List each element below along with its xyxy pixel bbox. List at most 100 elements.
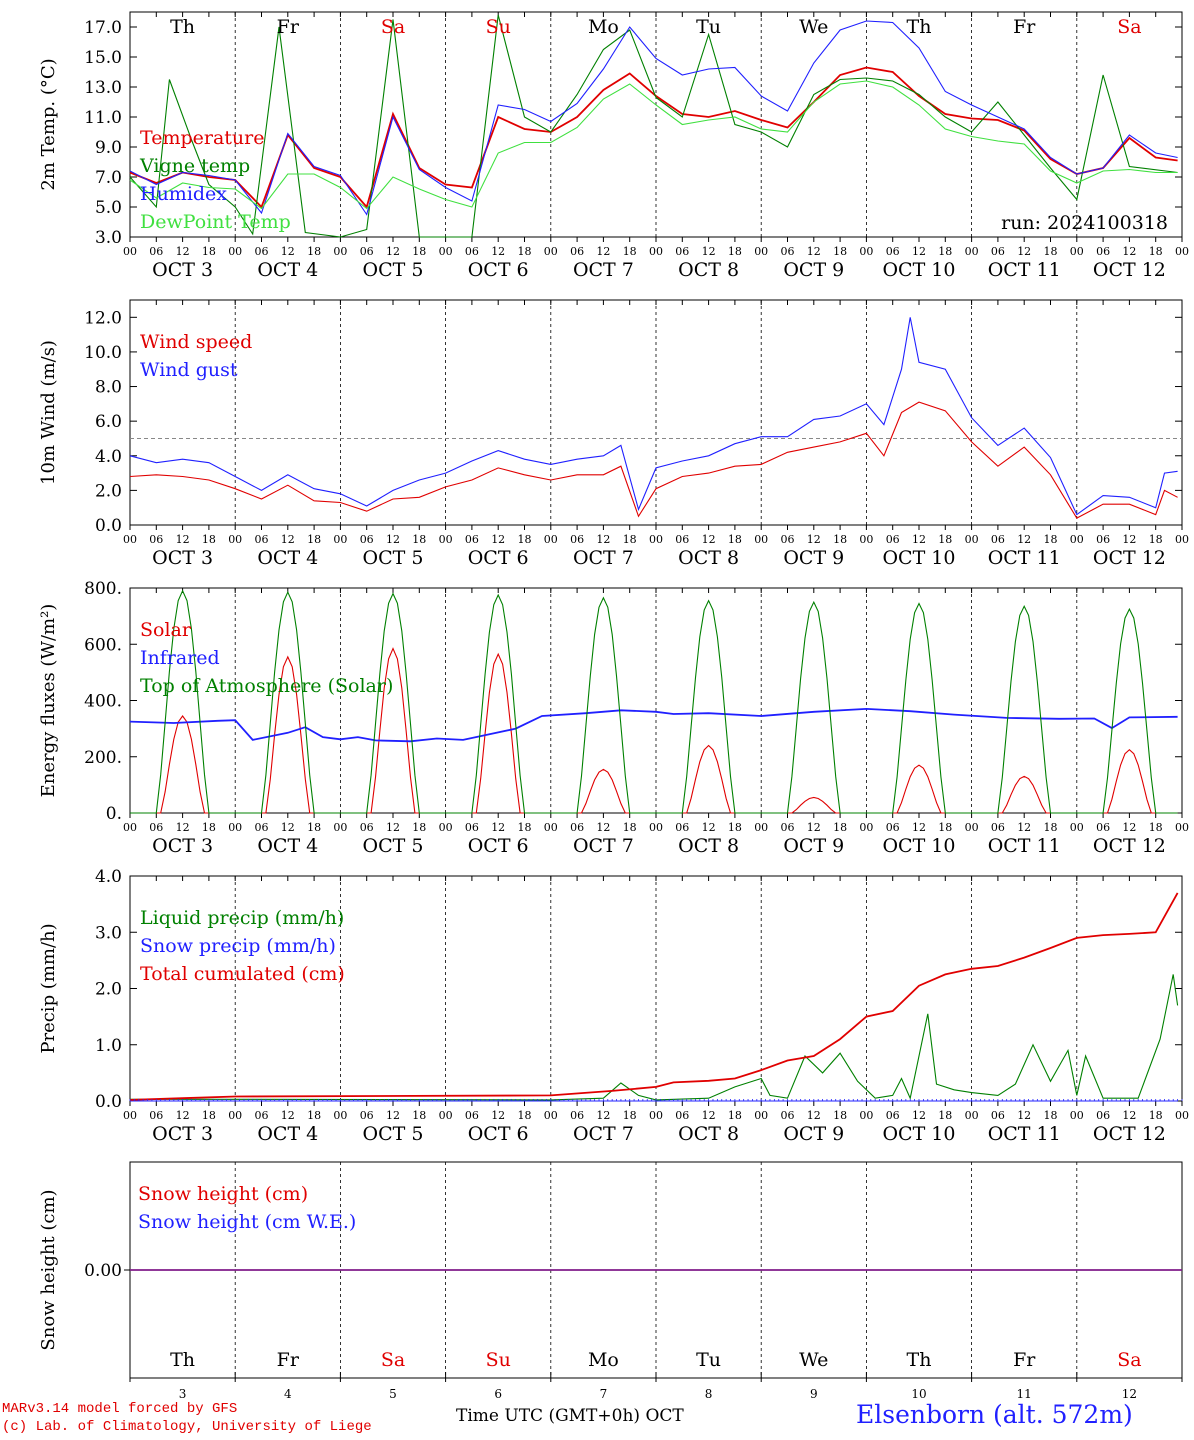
hour-tick-label: 06 xyxy=(465,533,479,546)
date-label: OCT 5 xyxy=(363,259,424,281)
hour-tick-label: 00 xyxy=(228,245,242,258)
hour-tick-label: 06 xyxy=(1096,245,1110,258)
hour-tick-label: 00 xyxy=(1175,821,1189,834)
hour-tick-label: 06 xyxy=(149,245,163,258)
date-label: OCT 12 xyxy=(1093,547,1166,569)
hour-tick-label: 12 xyxy=(491,1109,505,1122)
plot-frame xyxy=(129,587,1183,814)
hour-tick-label: 12 xyxy=(281,821,295,834)
series-line-wind-speed xyxy=(129,401,1178,519)
date-label: OCT 9 xyxy=(783,547,844,569)
hour-tick-label: 06 xyxy=(991,1109,1005,1122)
hour-tick-label: 18 xyxy=(623,1109,637,1122)
hour-tick-label: 12 xyxy=(912,533,926,546)
copyright-credit: (c) Lab. of Climatology, University of L… xyxy=(2,1419,372,1435)
day-name: Sa xyxy=(1117,1349,1141,1371)
hour-tick-label: 00 xyxy=(544,1109,558,1122)
date-label: OCT 3 xyxy=(152,547,213,569)
day-name: Th xyxy=(907,1349,932,1371)
y-tick-label: 2.0 xyxy=(95,980,122,1000)
date-label: OCT 6 xyxy=(468,1123,529,1145)
y-axis-label: Precip (mm/h) xyxy=(38,923,59,1053)
date-label: OCT 10 xyxy=(882,835,955,857)
day-number: 8 xyxy=(705,1387,713,1400)
hour-tick-label: 12 xyxy=(702,1109,716,1122)
date-label: OCT 7 xyxy=(573,1123,634,1145)
y-axis-label: 10m Wind (m/s) xyxy=(38,340,59,485)
y-tick-label: 0.00 xyxy=(84,1261,122,1281)
hour-tick-label: 00 xyxy=(333,1109,347,1122)
hour-tick-label: 00 xyxy=(1070,245,1084,258)
hour-tick-label: 00 xyxy=(544,821,558,834)
hour-tick-label: 06 xyxy=(149,533,163,546)
date-label: OCT 3 xyxy=(152,1123,213,1145)
hour-tick-label: 18 xyxy=(1044,821,1058,834)
hour-tick-label: 18 xyxy=(307,1109,321,1122)
hour-tick-label: 18 xyxy=(307,533,321,546)
day-number: 7 xyxy=(600,1387,608,1400)
hour-tick-label: 00 xyxy=(123,245,137,258)
date-label: OCT 12 xyxy=(1093,259,1166,281)
hour-tick-label: 00 xyxy=(649,245,663,258)
hour-tick-label: 12 xyxy=(491,821,505,834)
hour-tick-label: 12 xyxy=(1017,1109,1031,1122)
hour-tick-label: 18 xyxy=(728,533,742,546)
station-name: Elsenborn (alt. 572m) xyxy=(856,1400,1133,1429)
hour-tick-label: 06 xyxy=(781,533,795,546)
y-tick-label: 3.0 xyxy=(95,923,122,943)
date-label: OCT 4 xyxy=(257,835,318,857)
date-label: OCT 7 xyxy=(573,259,634,281)
hour-tick-label: 12 xyxy=(491,245,505,258)
day-name: Th xyxy=(170,1349,195,1371)
date-label: OCT 12 xyxy=(1093,1123,1166,1145)
hour-tick-label: 00 xyxy=(754,1109,768,1122)
hour-tick-label: 18 xyxy=(412,533,426,546)
y-tick-label: 400. xyxy=(84,692,122,712)
hour-tick-label: 00 xyxy=(965,821,979,834)
day-name: Mo xyxy=(588,1349,619,1371)
date-label: OCT 6 xyxy=(468,259,529,281)
hour-tick-label: 00 xyxy=(1070,1109,1084,1122)
hour-tick-label: 06 xyxy=(781,1109,795,1122)
hour-tick-label: 00 xyxy=(649,533,663,546)
y-tick-label: 6.0 xyxy=(95,412,122,432)
hour-tick-label: 12 xyxy=(386,533,400,546)
hour-tick-label: 12 xyxy=(176,245,190,258)
hour-tick-label: 06 xyxy=(1096,1109,1110,1122)
legend-entry: Humidex xyxy=(140,183,227,205)
y-tick-label: 9.0 xyxy=(95,138,122,158)
hour-tick-label: 06 xyxy=(675,533,689,546)
legend-entry: Wind gust xyxy=(140,359,238,381)
date-label: OCT 8 xyxy=(678,547,739,569)
legend-entry: Infrared xyxy=(140,647,220,669)
hour-tick-label: 18 xyxy=(1149,533,1163,546)
hour-tick-label: 12 xyxy=(1122,821,1136,834)
legend-entry: Snow precip (mm/h) xyxy=(140,935,336,957)
hour-tick-label: 12 xyxy=(1017,821,1031,834)
date-label: OCT 4 xyxy=(257,1123,318,1145)
hour-tick-label: 12 xyxy=(1122,245,1136,258)
hour-tick-label: 12 xyxy=(281,533,295,546)
time-axis-label: Time UTC (GMT+0h) OCT xyxy=(456,1406,684,1426)
y-tick-label: 11.0 xyxy=(84,108,122,128)
hour-tick-label: 12 xyxy=(807,1109,821,1122)
hour-tick-label: 06 xyxy=(675,821,689,834)
day-name: We xyxy=(799,16,828,38)
y-tick-label: 800. xyxy=(84,579,122,599)
y-tick-label: 1.0 xyxy=(95,1036,122,1056)
legend-entry: Top of Atmosphere (Solar) xyxy=(140,675,393,697)
hour-tick-label: 18 xyxy=(833,1109,847,1122)
hour-tick-label: 00 xyxy=(123,1109,137,1122)
hour-tick-label: 18 xyxy=(728,821,742,834)
hour-tick-label: 12 xyxy=(807,533,821,546)
y-axis-label: Snow height (cm) xyxy=(38,1189,59,1350)
hour-tick-label: 06 xyxy=(360,1109,374,1122)
day-number: 11 xyxy=(1017,1387,1032,1400)
y-tick-label: 0.0 xyxy=(95,516,122,536)
hour-tick-label: 12 xyxy=(281,245,295,258)
hour-tick-label: 00 xyxy=(649,821,663,834)
hour-tick-label: 06 xyxy=(886,245,900,258)
legend-entry: Wind speed xyxy=(140,331,252,353)
series-line-dewpoint-temp xyxy=(129,80,1178,210)
hour-tick-label: 00 xyxy=(123,533,137,546)
